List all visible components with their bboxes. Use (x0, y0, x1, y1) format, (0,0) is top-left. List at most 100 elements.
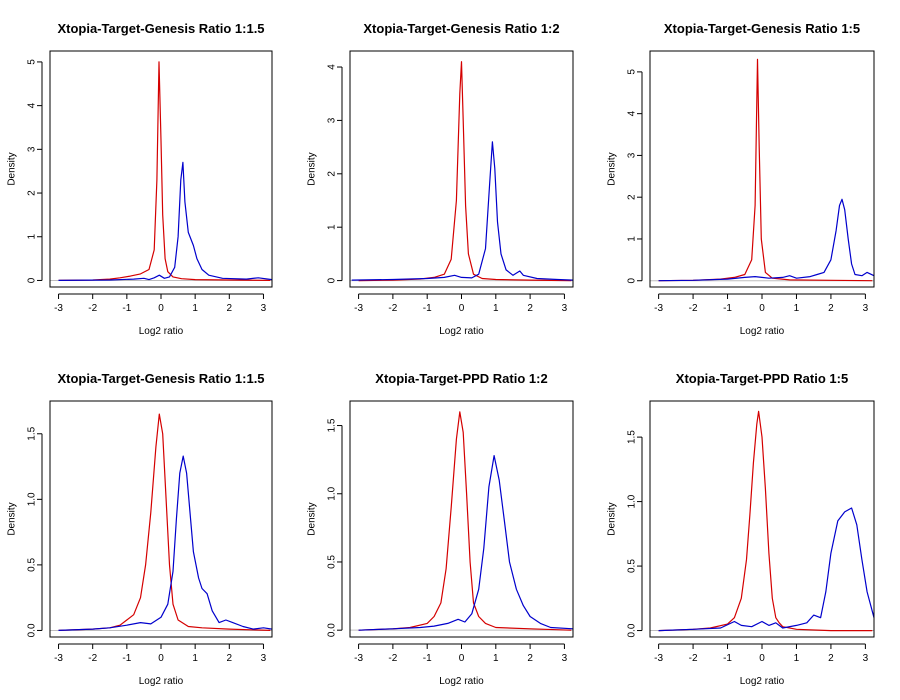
x-tick-label: -1 (723, 653, 732, 664)
y-tick-label: 1.0 (327, 486, 338, 500)
x-tick-label: 1 (192, 653, 198, 664)
x-tick-label: -3 (654, 653, 663, 664)
x-tick-label: -1 (423, 303, 432, 314)
x-axis-label: Log2 ratio (439, 676, 484, 687)
y-tick-label: 0 (27, 277, 38, 283)
y-tick-label: 1.0 (27, 492, 38, 506)
plot-frame (649, 50, 875, 288)
chart-title: Xtopia-Target-Genesis Ratio 1:2 (363, 21, 559, 36)
chart-title: Xtopia-Target-PPD Ratio 1:5 (676, 371, 848, 386)
x-tick-label: 2 (227, 303, 233, 314)
chart-panel-4: Xtopia-Target-Genesis Ratio 1:1.5 -3 -2 -1 0… (7, 371, 273, 687)
x-tick-label: 0 (459, 653, 465, 664)
x-tick-label: 0 (158, 653, 164, 664)
chart-title: Xtopia-Target-PPD Ratio 1:2 (375, 371, 547, 386)
x-tick-label: -2 (88, 653, 97, 664)
y-tick-label: 3 (627, 152, 638, 158)
y-axis-label: Density (7, 502, 18, 535)
y-tick-label: 0.0 (27, 623, 38, 637)
y-tick-label: 1 (27, 234, 38, 240)
plot-frame (49, 50, 273, 288)
x-axis-label: Log2 ratio (740, 326, 785, 337)
chart-panel-5: Xtopia-Target-PPD Ratio 1:2 -3 -2 -1 0 1 2 3 Log… (307, 371, 574, 687)
x-tick-label: 0 (759, 653, 765, 664)
x-tick-label: 1 (493, 653, 499, 664)
y-axis-label: Density (307, 152, 318, 185)
x-tick-label: -1 (122, 303, 131, 314)
x-tick-label: 3 (863, 303, 869, 314)
plot-frame (349, 400, 574, 638)
x-tick-label: -2 (388, 303, 397, 314)
x-tick-label: 3 (562, 303, 568, 314)
x-tick-label: 0 (158, 303, 164, 314)
y-tick-label: 4 (27, 102, 38, 108)
plot-frame (649, 400, 875, 638)
x-tick-label: 3 (562, 653, 568, 664)
x-tick-label: -3 (54, 303, 63, 314)
y-tick-label: 2 (627, 194, 638, 200)
density-line-blue (658, 198, 875, 282)
y-axis-label: Density (7, 152, 18, 185)
x-axis-label: Log2 ratio (139, 676, 184, 687)
y-tick-label: 0.5 (327, 555, 338, 569)
x-tick-label: 2 (527, 303, 533, 314)
x-axis-label: Log2 ratio (740, 676, 785, 687)
plot-frame (349, 50, 574, 288)
x-tick-label: -3 (654, 303, 663, 314)
x-tick-label: 0 (459, 303, 465, 314)
y-axis-label: Density (607, 502, 618, 535)
x-tick-label: 1 (192, 303, 198, 314)
y-tick-label: 1.5 (627, 430, 638, 444)
x-tick-label: -1 (122, 653, 131, 664)
x-tick-label: 2 (227, 653, 233, 664)
y-tick-label: 0.5 (27, 558, 38, 572)
y-tick-label: 2 (327, 171, 338, 177)
x-tick-label: 2 (828, 303, 834, 314)
density-line-blue (58, 161, 273, 281)
chart-title: Xtopia-Target-Genesis Ratio 1:5 (664, 21, 860, 36)
density-line-blue (58, 455, 273, 631)
density-line-red (58, 61, 271, 281)
x-tick-label: 2 (828, 653, 834, 664)
x-tick-label: -2 (88, 303, 97, 314)
x-tick-label: 1 (794, 653, 800, 664)
x-tick-label: -2 (689, 303, 698, 314)
density-line-blue (358, 455, 574, 631)
x-tick-label: 3 (261, 303, 267, 314)
y-tick-label: 0 (627, 278, 638, 284)
x-tick-label: -1 (423, 653, 432, 664)
y-tick-label: 1.0 (627, 494, 638, 508)
x-tick-label: -3 (354, 303, 363, 314)
y-tick-label: 5 (627, 69, 638, 75)
density-line-red (58, 413, 271, 631)
density-line-blue (658, 507, 875, 632)
x-tick-label: 2 (527, 653, 533, 664)
chart-panel-6: Xtopia-Target-PPD Ratio 1:5 -3 -2 -1 0 1 2 3 Log… (607, 371, 875, 687)
y-tick-label: 2 (27, 190, 38, 196)
x-tick-label: 3 (863, 653, 869, 664)
y-tick-label: 3 (327, 117, 338, 123)
x-tick-label: 1 (493, 303, 499, 314)
y-tick-label: 3 (27, 146, 38, 152)
y-tick-label: 1.5 (327, 418, 338, 432)
chart-title: Xtopia-Target-Genesis Ratio 1:1.5 (57, 21, 264, 36)
density-line-red (358, 61, 572, 282)
x-tick-label: 3 (261, 653, 267, 664)
chart-panel-2: Xtopia-Target-Genesis Ratio 1:2 -3 -2 -1 0 1 2… (307, 21, 574, 337)
density-line-blue (351, 141, 574, 281)
x-tick-label: -2 (689, 653, 698, 664)
y-axis-label: Density (307, 502, 318, 535)
density-line-red (658, 58, 873, 282)
y-tick-label: 5 (27, 59, 38, 65)
x-tick-label: -3 (354, 653, 363, 664)
y-tick-label: 0.0 (327, 623, 338, 637)
y-tick-label: 4 (327, 64, 338, 70)
y-tick-label: 1.5 (27, 426, 38, 440)
y-tick-label: 0.5 (627, 559, 638, 573)
y-tick-label: 1 (627, 236, 638, 242)
chart-title: Xtopia-Target-Genesis Ratio 1:1.5 (57, 371, 264, 386)
x-tick-label: -1 (723, 303, 732, 314)
plot-frame (49, 400, 273, 638)
density-line-red (358, 411, 572, 631)
